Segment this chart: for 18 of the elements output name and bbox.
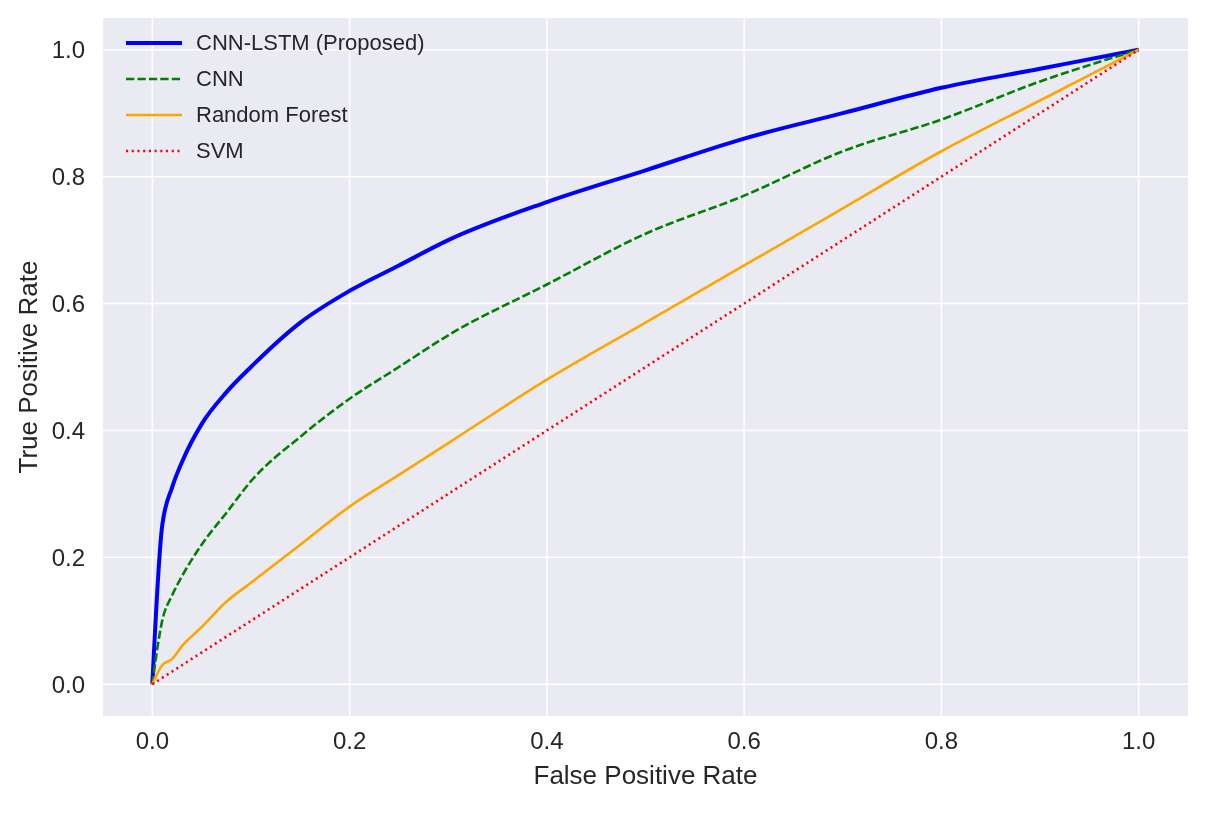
x-tick-label: 0.2 [332,727,367,755]
x-axis-title: False Positive Rate [533,760,758,790]
legend-label: CNN [196,66,244,92]
x-tick-label: 0.4 [530,727,564,755]
y-tick-label: 0.8 [51,163,85,191]
y-tick-label: 0.0 [51,670,85,698]
x-tick-label: 0.8 [924,727,959,755]
y-tick-label: 0.4 [51,416,85,444]
legend-label: SVM [196,138,244,164]
x-tick-label: 0.6 [727,727,761,755]
x-tick-label: 1.0 [1121,727,1156,755]
y-tick-label: 0.2 [51,543,85,571]
legend-label: Random Forest [196,102,348,128]
y-tick-label: 1.0 [51,36,85,64]
x-tick-label: 0.0 [135,727,170,755]
y-tick-label: 0.6 [51,290,85,318]
legend-label: CNN-LSTM (Proposed) [196,30,425,56]
y-axis-title: True Positive Rate [13,260,44,474]
